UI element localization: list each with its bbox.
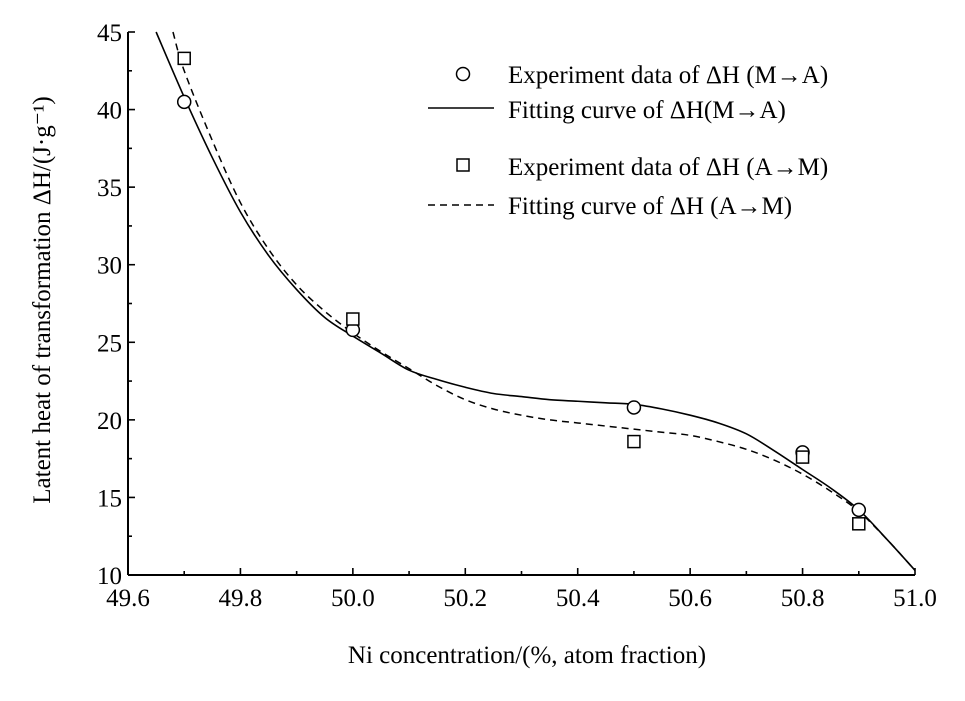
y-tick-label: 30 — [97, 253, 122, 280]
fit-curves — [155, 31, 916, 571]
legend-label: Experiment data of ΔH (M→A) — [508, 62, 828, 89]
x-tick-label: 51.0 — [893, 585, 937, 612]
data-point-circle — [626, 400, 642, 415]
data-point-square — [177, 51, 191, 66]
data-markers — [176, 51, 867, 531]
legend-item-exp-am: Experiment data of ΔH (A→M) — [456, 154, 828, 181]
legend-circle-marker — [455, 66, 471, 82]
data-point-square — [346, 312, 360, 326]
x-tick-label: 49.6 — [106, 585, 150, 612]
legend-label: Fitting curve of ΔH(M→A) — [508, 97, 786, 124]
legend-item-exp-ma: Experiment data of ΔH (M→A) — [455, 62, 828, 89]
fit-curve-ma — [155, 31, 916, 571]
x-axis-title: Ni concentration/(%, atom fraction) — [348, 642, 706, 669]
y-tick-label: 20 — [97, 408, 122, 435]
data-point-circle — [851, 502, 867, 518]
data-point-square — [795, 450, 810, 464]
y-tick-label: 45 — [97, 20, 122, 47]
legend-label: Experiment data of ΔH (A→M) — [508, 154, 828, 181]
y-tick-label: 35 — [97, 175, 122, 202]
y-tick-label: 25 — [97, 330, 122, 357]
y-tick-label: 10 — [97, 563, 122, 590]
data-point-square — [852, 517, 866, 531]
legend-item-fit-am: Fitting curve of ΔH (A→M) — [428, 193, 792, 220]
y-axis-title: Latent heat of transformation ΔH/(J·g⁻¹) — [29, 96, 56, 503]
x-tick-label: 50.8 — [781, 585, 825, 612]
legend-item-fit-ma: Fitting curve of ΔH(M→A) — [428, 97, 786, 124]
x-tick-label: 50.4 — [556, 585, 600, 612]
data-point-circle — [176, 94, 192, 110]
x-tick-label: 50.6 — [668, 585, 712, 612]
fit-curve-am — [172, 31, 916, 571]
y-tick-label: 40 — [97, 98, 122, 125]
data-point-square — [627, 434, 641, 449]
legend: Experiment data of ΔH (M→A) Fitting curv… — [428, 62, 828, 220]
y-tick-label: 15 — [97, 485, 122, 512]
x-tick-label: 50.0 — [331, 585, 375, 612]
x-tick-label: 50.2 — [443, 585, 487, 612]
x-tick-label: 49.8 — [219, 585, 263, 612]
legend-label: Fitting curve of ΔH (A→M) — [508, 193, 792, 220]
axis-ticks: 49.6 49.8 50.0 50.2 50.4 50.6 50.8 51.0 10 15 20 25… — [97, 20, 937, 612]
legend-square-marker — [456, 158, 470, 172]
